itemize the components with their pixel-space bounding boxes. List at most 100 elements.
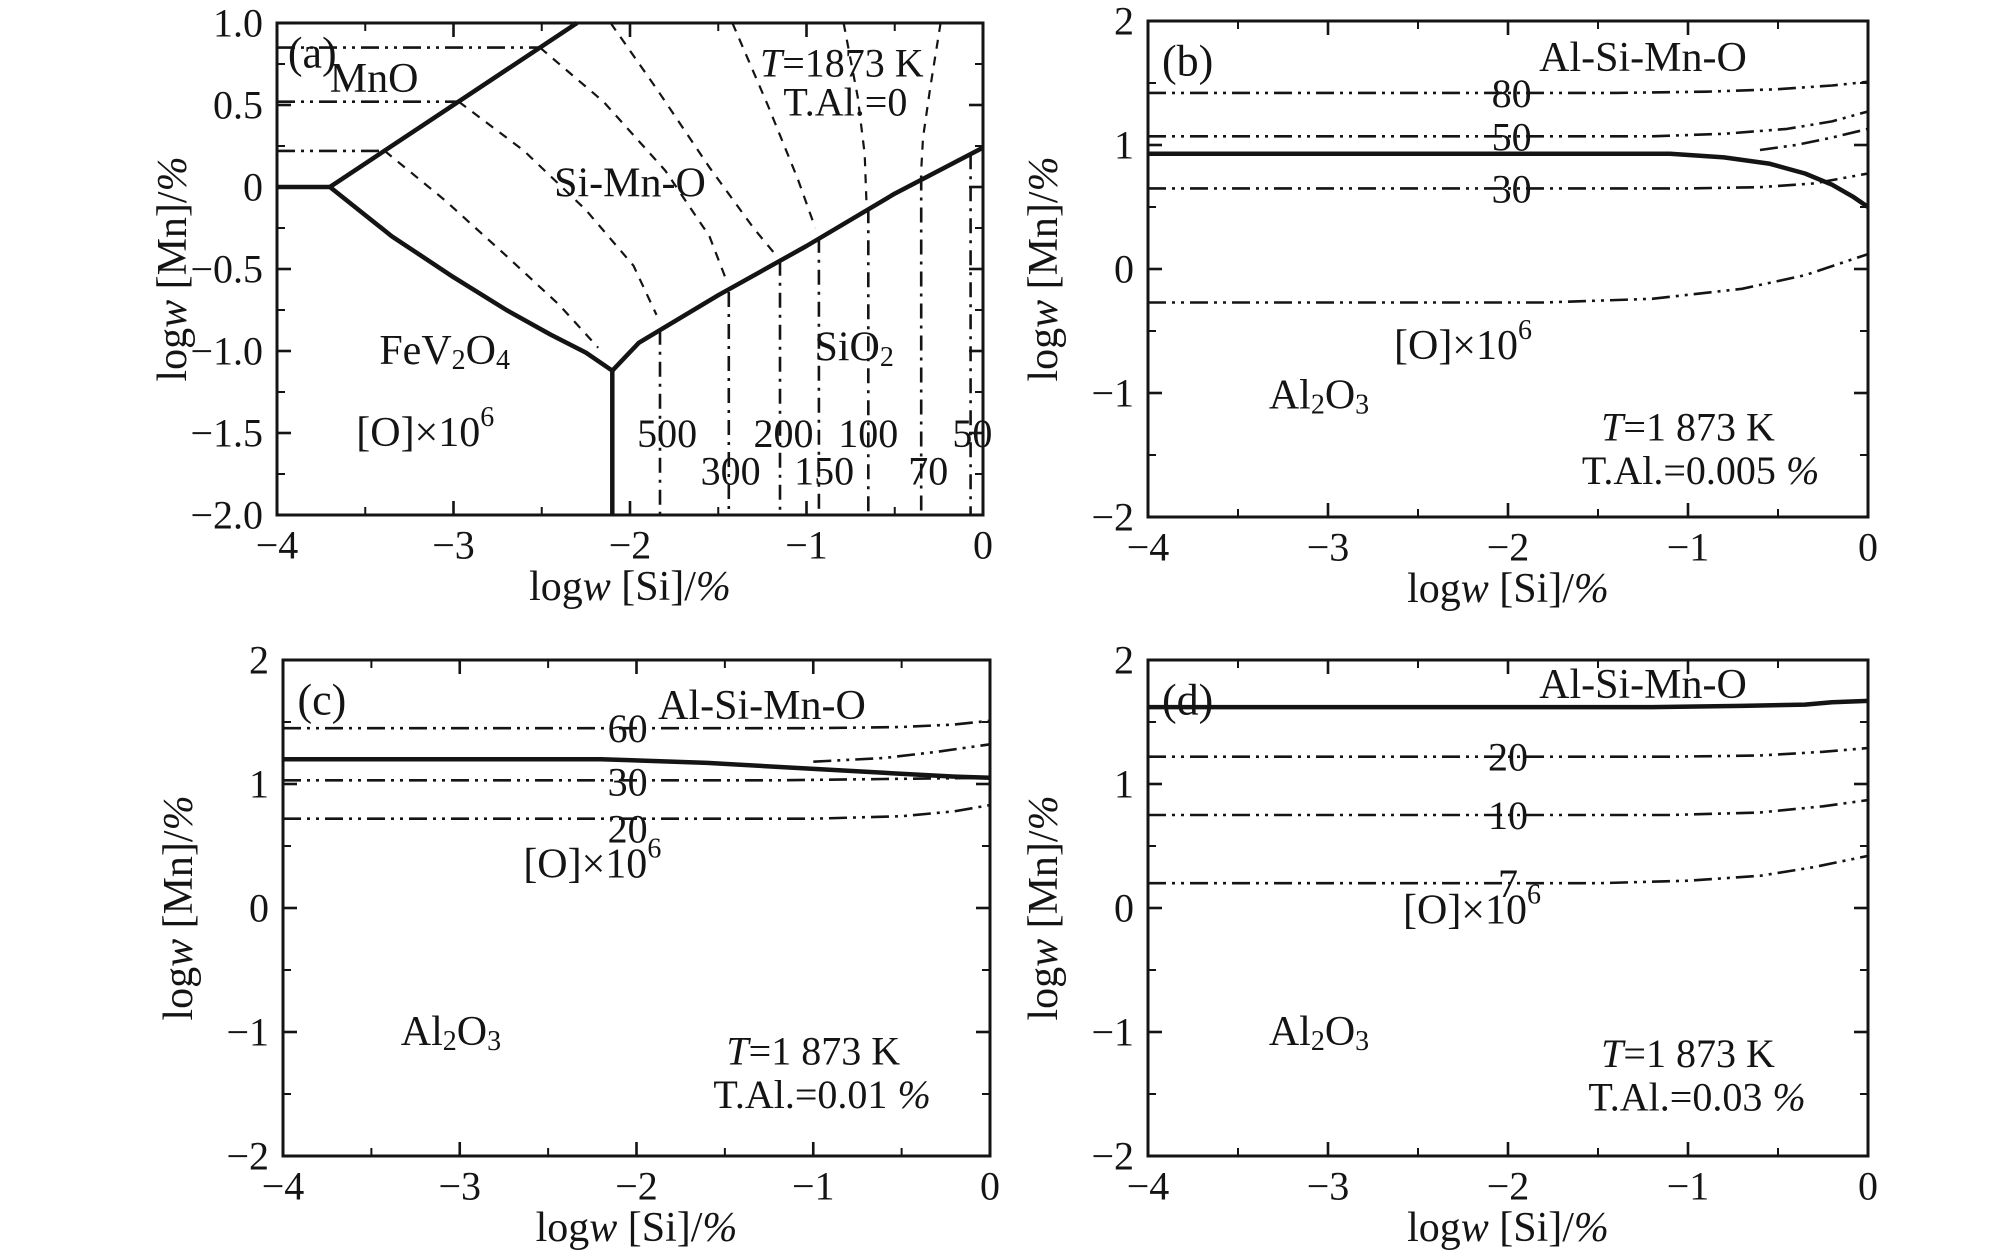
panel-letter: (b) [1162,36,1213,85]
contour-label-80: 80 [1492,70,1532,115]
x-tick-label: −3 [438,1164,481,1209]
contour-label-300: 300 [701,448,761,493]
contour-simno-3 [539,46,729,283]
y-tick-label: 2 [249,638,269,683]
region-label-al2o3: Al2O3 [1269,1009,1369,1057]
region-label-fev2o4: FeV2O4 [379,328,510,376]
y-tick-label: −2 [1091,495,1134,540]
x-tick-label: −1 [1667,1164,1710,1209]
y-axis-title: logw [Mn]/% [1021,795,1067,1020]
x-tick-label: −2 [1487,1164,1530,1209]
y-tick-label: 1 [1114,123,1134,168]
contour-simno-5 [731,22,817,229]
x-tick-label: −2 [615,1164,658,1209]
y-tick-label: 2 [1114,638,1134,683]
contour-80-line [1148,80,1869,95]
contour-label-20: 20 [608,806,648,851]
x-tick-label: −1 [1667,525,1710,570]
contour-label-7: 7 [1498,861,1518,906]
oxygen-scale-label: [O]×106 [1394,314,1532,369]
inclusion-boundary [1148,698,1869,710]
inclusion-boundary [283,756,991,781]
y-tick-label: −2.0 [190,493,263,538]
contour-label-70: 70 [908,448,948,493]
y-tick-label: 0 [249,886,269,931]
condition-aluminum: T.Al.=0.01 % [713,1072,930,1117]
contour-label-10: 10 [1488,793,1528,838]
panel-a: −4 −3 −2 −1 0 1.0 0.5 0 −0.5 −1.0 −1.5 −2.0 logw [Si… [150,1,993,611]
boundary-fev2o4-upper [328,185,614,373]
x-axis-title: logw [Si]/% [1407,1205,1609,1251]
contour-30-line [1148,172,1869,190]
system-label: Al-Si-Mn-O [1539,35,1747,81]
contour-mid-line [813,743,991,763]
oxygen-scale-label: [O]×106 [1403,879,1541,934]
system-label: Al-Si-Mn-O [658,683,866,729]
condition-aluminum: T.Al.=0.005 % [1582,447,1819,492]
contour-simno-7 [920,22,942,171]
x-tick-label: −4 [1127,525,1170,570]
y-tick-label: −1.5 [190,411,263,456]
contour-low-line [1148,252,1869,304]
y-tick-label: 1 [1114,762,1134,807]
contour-mid-line [1759,127,1869,152]
y-tick-label: 0 [1114,886,1134,931]
contour-label-150: 150 [794,448,854,493]
x-tick-label: 0 [1858,1164,1878,1209]
region-label-al2o3: Al2O3 [1269,372,1369,420]
y-tick-label: 1 [249,762,269,807]
region-label-si-mn-o: Si-Mn-O [554,161,706,207]
condition-temperature: T=1873 K [760,40,924,85]
y-tick-label: −1.0 [190,329,263,374]
condition-temperature: T=1 873 K [726,1028,900,1073]
y-tick-label: −0.5 [190,247,263,292]
contour-simno-1 [384,150,600,349]
contour-label-50: 50 [952,411,992,456]
region-label-al2o3: Al2O3 [401,1009,501,1057]
boundary-sio2-diagonal [610,145,985,373]
y-axis-title: logw [Mn]/% [1021,156,1067,381]
contour-7-line [1148,854,1869,885]
x-tick-label: −3 [1307,1164,1350,1209]
system-label: Al-Si-Mn-O [1539,662,1747,708]
y-tick-label: 0 [243,165,263,210]
y-tick-label: 2 [1114,0,1134,44]
contour-label-100: 100 [838,411,898,456]
x-axis-title: logw [Si]/% [529,564,731,610]
condition-aluminum: T.Al.=0.03 % [1588,1074,1805,1119]
x-axis-title: logw [Si]/% [536,1205,738,1251]
oxygen-scale-label: [O]×106 [523,833,661,888]
contour-label-20: 20 [1488,734,1528,779]
y-tick-label: −2 [1091,1134,1134,1179]
condition-temperature: T=1 873 K [1601,1031,1775,1076]
y-tick-label: −2 [226,1134,269,1179]
x-tick-label: 0 [1858,525,1878,570]
panel-letter: (c) [297,675,346,724]
x-tick-label: −1 [792,1164,835,1209]
y-tick-label: 0 [1114,247,1134,292]
contour-label-60: 60 [608,706,648,751]
contour-simno-6 [842,22,868,204]
contour-label-500: 500 [637,411,697,456]
contour-30-line [283,776,991,782]
contour-label-50: 50 [1492,114,1532,159]
panel-letter: (a) [288,28,337,77]
contour-simno-2 [458,100,658,316]
condition-aluminum: T.Al.=0 [783,79,907,124]
y-axis-title: logw [Mn]/% [150,156,196,381]
x-tick-label: −1 [785,523,828,568]
x-tick-label: −4 [256,523,299,568]
contour-60-line [283,719,991,730]
y-tick-label: −1 [1091,371,1134,416]
y-tick-label: 0.5 [213,83,263,128]
x-tick-label: −4 [1127,1164,1170,1209]
y-axis-title: logw [Mn]/% [156,795,202,1020]
x-tick-label: −2 [609,523,652,568]
contour-50-line [1148,110,1869,138]
x-tick-label: −2 [1487,525,1530,570]
y-tick-label: −1 [1091,1010,1134,1055]
